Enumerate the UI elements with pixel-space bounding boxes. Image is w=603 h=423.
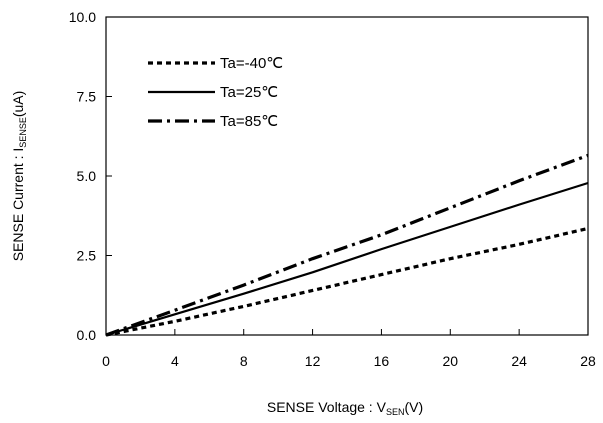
x-axis-title-main: SENSE Voltage : V: [267, 399, 387, 415]
y-tick-label: 5.0: [77, 168, 97, 184]
x-axis-title-unit: (V): [404, 399, 423, 415]
legend-label-2: Ta=25℃: [220, 84, 278, 101]
x-tick-label: 24: [511, 353, 527, 369]
x-tick-label: 20: [442, 353, 458, 369]
x-axis-title: SENSE Voltage : VSEN(V): [267, 399, 423, 417]
x-axis-title-sub: SEN: [386, 407, 405, 417]
y-tick-label: 2.5: [77, 248, 97, 264]
plot-frame: [105, 16, 589, 336]
legend: Ta=-40℃ Ta=25℃ Ta=85℃: [148, 55, 283, 130]
series-line-2: [105, 181, 589, 337]
legend-label-3: Ta=85℃: [220, 113, 278, 130]
y-tick-label: 0.0: [77, 327, 97, 343]
legend-label-1: Ta=-40℃: [220, 55, 283, 72]
y-axis-title: SENSE Current : ISENSE(uA): [10, 91, 28, 262]
x-tick-label: 4: [171, 353, 179, 369]
series-layer: [105, 153, 589, 337]
x-tick-label: 12: [305, 353, 321, 369]
y-axis-title-main: SENSE Current : I: [10, 148, 26, 262]
x-tick-label: 8: [240, 353, 248, 369]
x-tick-label: 28: [580, 353, 596, 369]
y-axis-title-sub: SENSE: [18, 117, 28, 148]
y-tick-label: 7.5: [77, 89, 97, 105]
series-line-1: [105, 226, 589, 337]
series-line-3: [105, 153, 589, 337]
x-tick-label: 16: [374, 353, 390, 369]
y-axis-title-unit: (uA): [10, 91, 26, 117]
x-axis-ticks: 0 4 8 12 16 20 24 28: [102, 329, 596, 369]
x-tick-label: 0: [102, 353, 110, 369]
y-tick-label: 10.0: [69, 9, 96, 25]
plot-border: [105, 16, 589, 336]
y-axis-ticks: 0.0 2.5 5.0 7.5 10.0: [69, 9, 112, 343]
